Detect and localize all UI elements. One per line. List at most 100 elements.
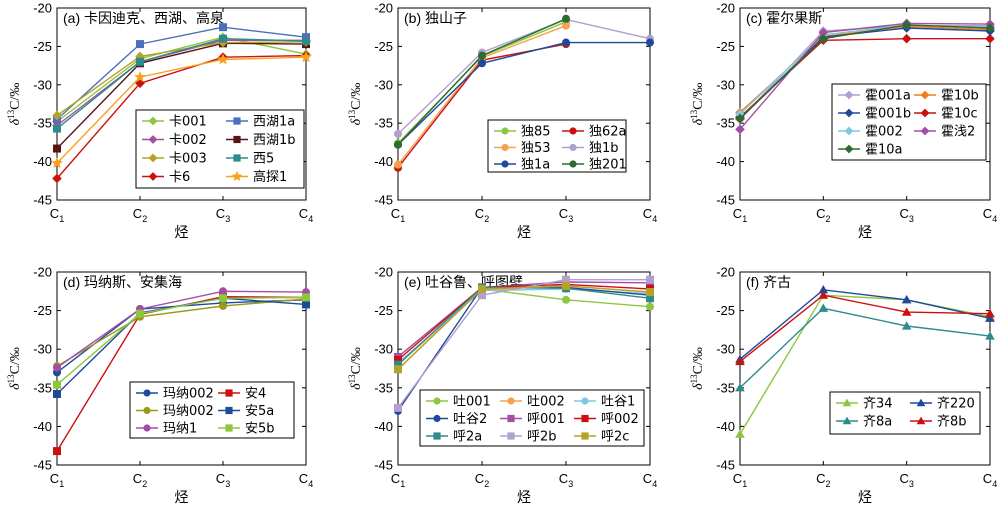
data-point (302, 300, 310, 309)
legend-marker (920, 126, 930, 136)
legend-marker (581, 414, 589, 423)
legend-box (829, 391, 981, 435)
legend-label: 霍10c (941, 107, 978, 122)
legend-label: 齐34 (863, 396, 893, 412)
x-tick-label: C3 (899, 206, 913, 224)
series-line (397, 41, 650, 146)
y-tick-label: -40 (374, 154, 393, 169)
legend-label: 吐谷2 (453, 412, 487, 427)
series-line (397, 279, 650, 409)
legend-item: 呼002 (574, 412, 639, 427)
data-point (818, 27, 829, 38)
legend-label: 吐002 (527, 395, 565, 410)
y-tick-label: -20 (716, 1, 735, 16)
series-line (56, 36, 307, 123)
legend-marker (225, 424, 233, 432)
x-tick-label: C4 (299, 206, 313, 224)
legend-label: 吐001 (453, 395, 491, 410)
data-point (52, 173, 62, 184)
data-point (478, 291, 486, 300)
legend: 霍001a 霍10b 霍001b 霍10c 霍002 霍浅2 霍10a (831, 83, 987, 161)
data-point (818, 290, 829, 299)
legend-item: 霍10c (914, 107, 978, 122)
x-tick-label: C4 (643, 206, 657, 224)
legend-marker (148, 153, 158, 163)
chart-panel-1: -45 -40 -35 -30 -25 -20 C1 C2 C3 C4 烃 δ13C/‰ (a) 卡因迪… (6, 1, 313, 242)
y-tick-label: -35 (33, 380, 52, 395)
data-point (219, 294, 227, 303)
plot-frame (56, 7, 307, 201)
legend-label: 玛纳002 (163, 387, 214, 402)
data-point (985, 331, 995, 340)
series-line (739, 289, 991, 360)
legend-item: 霍001a (838, 89, 911, 104)
legend-marker (143, 389, 151, 397)
data-point (300, 51, 312, 63)
y-tick-label: -20 (374, 265, 393, 280)
series-6 (394, 280, 654, 365)
legend-marker (569, 127, 577, 135)
legend-label: 呼002 (601, 412, 639, 427)
y-axis-label: δ13C/‰ (6, 347, 23, 390)
legend-item: 齐220 (910, 396, 975, 412)
legend-item: 呼001 (500, 412, 565, 427)
data-point (646, 288, 654, 297)
legend-label: 霍001b (865, 107, 911, 122)
series-3 (394, 284, 654, 368)
legend-label: 齐8a (863, 414, 892, 430)
legend-marker (916, 398, 926, 407)
data-point (985, 33, 995, 44)
legend-item: 霍002 (838, 125, 903, 140)
legend-label: 呼2b (527, 430, 557, 445)
legend-item: 霍10b (914, 89, 979, 104)
legend-box (419, 389, 645, 447)
data-point (646, 275, 654, 284)
y-tick-label: -40 (374, 419, 393, 434)
legend-marker (842, 416, 852, 425)
series-line (397, 285, 651, 370)
legend: 卡001 西湖1a 卡002 西湖1b 卡003 西5 卡6 高探1 (135, 109, 305, 189)
series-7 (735, 20, 995, 124)
legend-label: 独1b (589, 141, 619, 156)
legend-marker (569, 143, 577, 152)
legend-marker (501, 160, 509, 168)
axes: -45 -40 -35 -30 -25 -20 C1 C2 C3 C4 (716, 265, 997, 490)
legend-label: 呼2c (601, 430, 629, 445)
legend-item: 呼2c (574, 430, 629, 445)
series-6 (53, 34, 310, 133)
y-axis-label: δ13C/‰ (6, 83, 23, 126)
legend-marker (507, 414, 515, 423)
data-point (735, 124, 745, 135)
data-point (562, 281, 570, 290)
legend-marker (143, 424, 151, 432)
data-point (53, 124, 61, 133)
x-tick-label: C3 (559, 471, 573, 489)
legend: 吐001 吐002 吐谷1 吐谷2 呼001 呼002 呼2a 呼2b 呼2c (419, 389, 645, 447)
data-point (901, 294, 912, 304)
legend-item: 西湖1b (226, 133, 296, 148)
x-tick-label: C3 (216, 206, 230, 224)
data-point (53, 363, 61, 372)
legend-marker (233, 117, 241, 125)
data-point (901, 307, 912, 316)
x-axis-label: 烃 (858, 225, 872, 241)
legend-item: 卡6 (142, 170, 190, 185)
y-tick-label: -30 (33, 342, 52, 357)
axes: -45 -40 -35 -30 -25 -20 C1 C2 C3 C4 (33, 1, 313, 225)
legend-item: 高探1 (226, 169, 287, 185)
legend-item: 独85 (494, 125, 551, 140)
y-axis-label: δ13C/‰ (347, 347, 364, 390)
legend-label: 独85 (521, 125, 551, 140)
y-tick-label: -30 (374, 342, 393, 357)
legend-item: 独1b (562, 141, 619, 156)
legend-marker (233, 135, 241, 144)
legend-label: 独201 (589, 158, 627, 173)
legend-marker (433, 432, 441, 440)
legend-item: 西湖1a (226, 115, 295, 130)
legend-item: 玛纳002 (136, 387, 214, 402)
y-tick-label: -40 (716, 419, 735, 434)
series-line (56, 290, 307, 369)
y-axis-label: δ13C/‰ (689, 347, 706, 390)
legend-label: 独62a (589, 125, 627, 140)
